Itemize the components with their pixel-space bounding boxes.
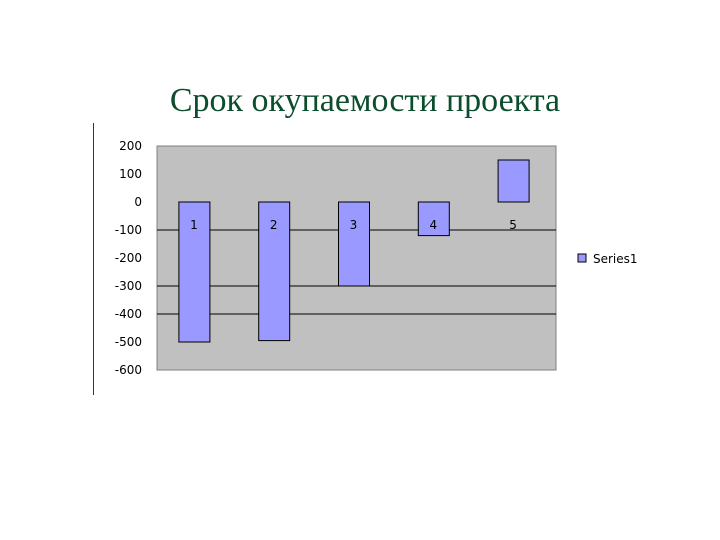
y-tick-label: 200: [119, 139, 142, 153]
y-tick-label: -500: [115, 335, 142, 349]
bar: [258, 201, 291, 342]
y-tick-label: -100: [115, 223, 142, 237]
y-tick-label: 100: [119, 167, 142, 181]
data-label: 5: [509, 218, 517, 232]
bar: [417, 201, 450, 237]
data-label: 3: [350, 218, 358, 232]
bar: [497, 159, 530, 203]
bar: [178, 201, 211, 343]
data-label: 4: [429, 218, 437, 232]
data-label: 1: [190, 218, 198, 232]
chart-title: Срок окупаемости проекта: [169, 82, 561, 119]
legend-label: Series1: [593, 252, 638, 266]
y-tick-label: -300: [115, 279, 142, 293]
divider: [93, 123, 94, 395]
legend-swatch: [577, 253, 587, 263]
y-tick-label: 0: [134, 195, 142, 209]
y-tick-label: -200: [115, 251, 142, 265]
y-tick-label: -600: [115, 363, 142, 377]
data-label: 2: [270, 218, 278, 232]
bar: [338, 201, 370, 287]
y-tick-label: -400: [115, 307, 142, 321]
